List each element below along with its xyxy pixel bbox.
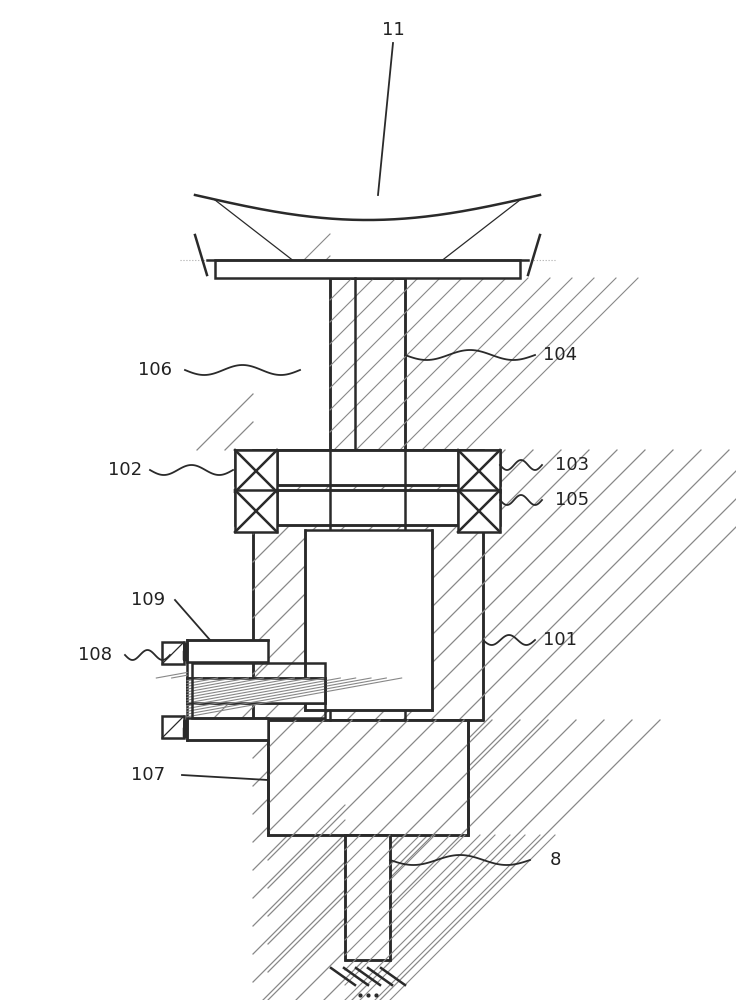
Bar bbox=[268, 720, 468, 835]
Text: 103: 103 bbox=[555, 456, 589, 474]
Bar bbox=[215, 260, 520, 278]
Bar bbox=[277, 450, 458, 485]
Bar bbox=[253, 450, 483, 720]
Bar bbox=[305, 530, 432, 710]
Bar bbox=[458, 450, 500, 492]
Text: 106: 106 bbox=[138, 361, 172, 379]
Text: 104: 104 bbox=[543, 346, 577, 364]
Bar bbox=[235, 490, 277, 532]
Bar bbox=[277, 490, 458, 525]
Text: 11: 11 bbox=[382, 21, 404, 39]
Bar bbox=[330, 278, 405, 450]
Text: 102: 102 bbox=[108, 461, 142, 479]
Bar bbox=[235, 450, 277, 492]
Bar bbox=[235, 490, 500, 525]
Bar bbox=[187, 718, 268, 740]
Bar bbox=[192, 663, 325, 718]
Bar bbox=[253, 450, 483, 720]
Bar bbox=[345, 835, 390, 960]
Bar bbox=[162, 716, 184, 738]
Bar bbox=[330, 278, 405, 450]
Text: 105: 105 bbox=[555, 491, 589, 509]
Bar bbox=[458, 490, 500, 532]
Bar bbox=[345, 835, 390, 960]
Bar bbox=[268, 720, 468, 835]
Bar bbox=[187, 678, 325, 703]
Text: 8: 8 bbox=[549, 851, 561, 869]
Text: 108: 108 bbox=[78, 646, 112, 664]
Bar bbox=[162, 642, 184, 664]
Bar bbox=[187, 678, 325, 703]
Bar bbox=[187, 640, 268, 662]
Text: 109: 109 bbox=[131, 591, 165, 609]
Text: 101: 101 bbox=[543, 631, 577, 649]
Text: 107: 107 bbox=[131, 766, 165, 784]
Bar bbox=[235, 450, 500, 485]
